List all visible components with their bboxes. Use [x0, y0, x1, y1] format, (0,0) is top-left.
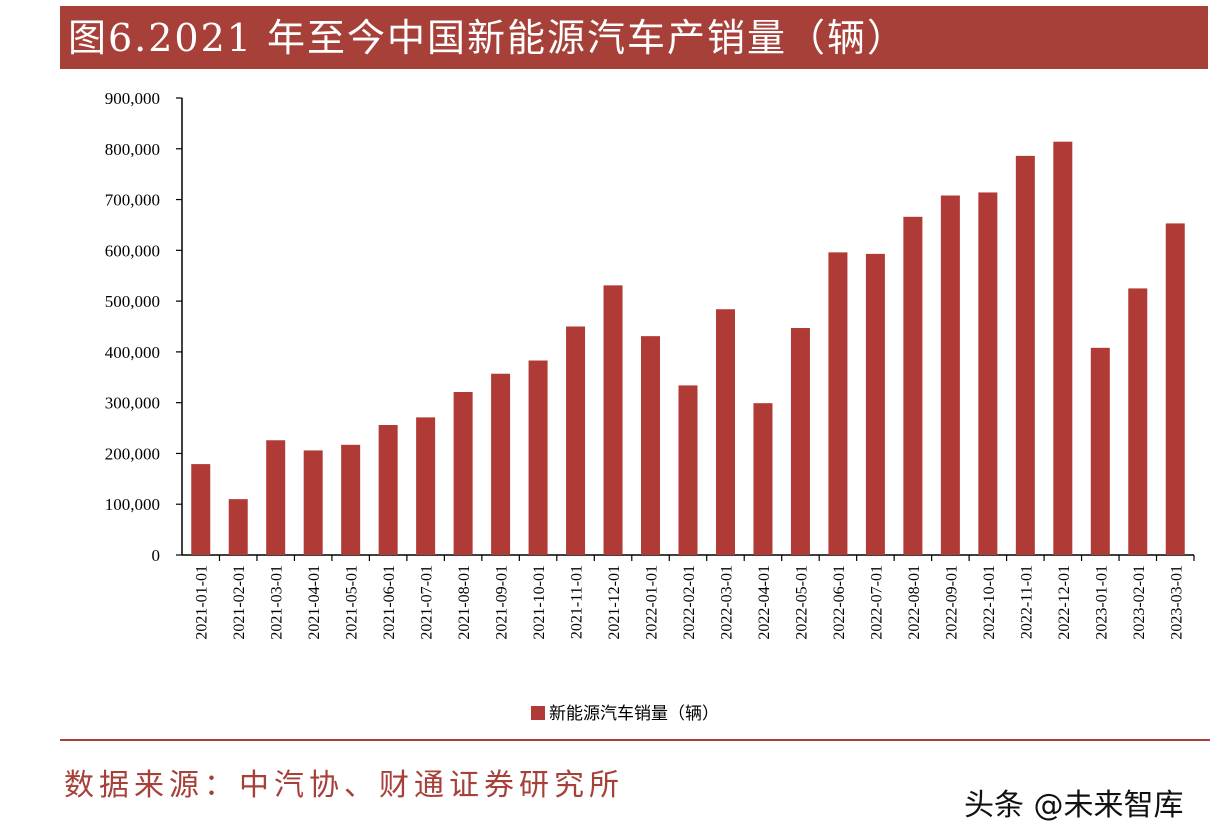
bar: [940, 195, 960, 555]
x-tick-label: 2021-06-01: [381, 565, 398, 640]
x-tick-label: 2023-03-01: [1168, 565, 1185, 640]
x-tick-label: 2022-04-01: [756, 565, 773, 640]
bar: [528, 360, 548, 555]
x-tick-label: 2022-09-01: [943, 565, 960, 640]
bar: [228, 499, 248, 555]
x-tick-label: 2021-08-01: [456, 565, 473, 640]
bar: [603, 285, 623, 555]
x-tick-label: 2022-08-01: [906, 565, 923, 640]
y-tick-label: 200,000: [105, 444, 160, 463]
x-tick-label: 2021-04-01: [306, 565, 323, 640]
y-tick-label: 700,000: [105, 191, 160, 210]
bar: [790, 328, 810, 555]
legend-label: 新能源汽车销量（辆）: [549, 704, 719, 724]
bar: [1090, 347, 1110, 555]
y-tick-label: 800,000: [105, 140, 160, 159]
x-tick-label: 2022-11-01: [1018, 565, 1035, 639]
x-tick-label: 2022-06-01: [831, 565, 848, 640]
x-tick-label: 2021-02-01: [231, 565, 248, 640]
source-note: 数据来源：中汽协、财通证券研究所: [64, 768, 624, 803]
x-tick-label: 2022-02-01: [681, 565, 698, 640]
y-tick-label: 600,000: [105, 241, 160, 260]
y-tick-label: 100,000: [105, 495, 160, 514]
bar: [828, 252, 848, 555]
bar: [1053, 141, 1073, 555]
bar: [341, 444, 361, 555]
y-tick-label: 900,000: [105, 89, 160, 108]
x-tick-label: 2023-02-01: [1131, 565, 1148, 640]
bar: [1015, 155, 1035, 556]
bar: [978, 192, 998, 556]
y-tick-label: 500,000: [105, 292, 160, 311]
bar: [641, 336, 661, 555]
divider-line: [60, 739, 1210, 741]
x-tick-label: 2023-01-01: [1093, 565, 1110, 640]
x-tick-label: 2022-12-01: [1056, 565, 1073, 640]
x-tick-label: 2022-01-01: [644, 565, 661, 640]
title-bar: 图6.2021 年至今中国新能源汽车产销量（辆）: [60, 6, 1208, 69]
x-tick-label: 2022-03-01: [718, 565, 735, 640]
x-tick-label: 2022-10-01: [981, 565, 998, 640]
bar: [678, 385, 698, 555]
y-tick-label: 0: [152, 546, 161, 565]
chart-title: 图6.2021 年至今中国新能源汽车产销量（辆）: [68, 15, 908, 60]
bar: [453, 392, 473, 555]
bar: [416, 417, 436, 555]
bar: [191, 464, 211, 555]
x-tick-label: 2022-07-01: [868, 565, 885, 640]
x-tick-label: 2021-10-01: [531, 565, 548, 640]
bar: [266, 440, 286, 555]
bar: [903, 216, 923, 555]
bar: [566, 326, 586, 555]
bar: [1165, 223, 1185, 555]
bar: [491, 373, 511, 555]
bar: [753, 403, 773, 555]
bar: [303, 450, 323, 555]
x-tick-label: 2021-05-01: [344, 565, 361, 640]
x-tick-label: 2021-01-01: [194, 565, 211, 640]
x-tick-label: 2021-09-01: [494, 565, 511, 640]
x-tick-label: 2021-11-01: [569, 565, 586, 639]
bar: [865, 253, 885, 556]
x-tick-label: 2021-03-01: [269, 565, 286, 640]
x-tick-label: 2022-05-01: [793, 565, 810, 640]
y-tick-label: 400,000: [105, 343, 160, 362]
bar: [378, 425, 398, 555]
bar: [1128, 288, 1148, 555]
bar: [715, 309, 735, 555]
y-tick-label: 300,000: [105, 394, 160, 413]
x-tick-label: 2021-07-01: [419, 565, 436, 640]
watermark: 头条 @未来智库: [964, 788, 1184, 823]
x-tick-label: 2021-12-01: [606, 565, 623, 640]
legend-swatch: [531, 706, 545, 720]
